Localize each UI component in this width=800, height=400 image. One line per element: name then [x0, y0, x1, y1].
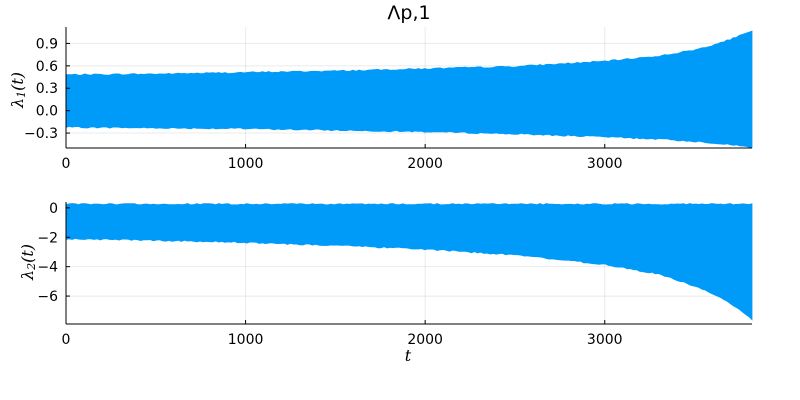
x-tick-label-1-3: 3000: [587, 156, 623, 172]
x-tick-label-2-0: 0: [62, 332, 71, 348]
y-tick-label-2-2: −4: [37, 260, 58, 276]
y-axis-label-1-suffix: (t): [8, 72, 27, 91]
y-axis-label-1: λ1(t): [8, 72, 29, 109]
x-tick-label-2-1: 1000: [228, 332, 264, 348]
y-axis-label-1-sub: 1: [15, 91, 28, 98]
y-axis-label-2-suffix: (t): [18, 244, 37, 263]
y-tick-label-1-2: 0.3: [36, 81, 58, 97]
x-tick-label-1-1: 1000: [228, 156, 264, 172]
series-band-1: [65, 30, 753, 149]
y-tick-label-1-0: 0.9: [36, 36, 58, 52]
y-tick-label-2-1: −2: [37, 230, 58, 246]
y-axis-label-2-base: λ: [18, 270, 37, 281]
y-tick-label-1-3: 0.0: [36, 104, 58, 120]
ticks-2: 0 1000 2000 3000 0 −2 −4 −6: [37, 201, 622, 348]
y-axis-label-2: λ2(t): [18, 244, 39, 281]
panel-lambda-2: 0 1000 2000 3000 0 −2 −4 −6 λ2(t) t: [18, 201, 753, 365]
x-tick-label-2-3: 3000: [587, 332, 623, 348]
x-tick-label-2-2: 2000: [407, 332, 443, 348]
y-tick-label-2-3: −6: [37, 289, 58, 305]
x-axis-label-2: t: [405, 346, 412, 365]
y-axis-label-1-base: λ: [8, 98, 27, 109]
x-tick-label-1-2: 2000: [407, 156, 443, 172]
y-tick-label-1-4: −0.3: [24, 126, 58, 142]
y-axis-label-2-sub: 2: [25, 263, 38, 271]
panel-lambda-1: Λp,1 0 1000 2000 3000 0.9 0.6 0.3 0.0 −0.3 λ1(t): [8, 2, 753, 172]
chart-title-1: Λp,1: [387, 2, 430, 24]
x-tick-label-1-0: 0: [62, 156, 71, 172]
y-tick-label-1-1: 0.6: [36, 59, 58, 75]
series-band-2: [65, 203, 753, 321]
ticks-1: 0 1000 2000 3000 0.9 0.6 0.3 0.0 −0.3: [24, 36, 623, 172]
y-tick-label-2-0: 0: [49, 201, 58, 217]
